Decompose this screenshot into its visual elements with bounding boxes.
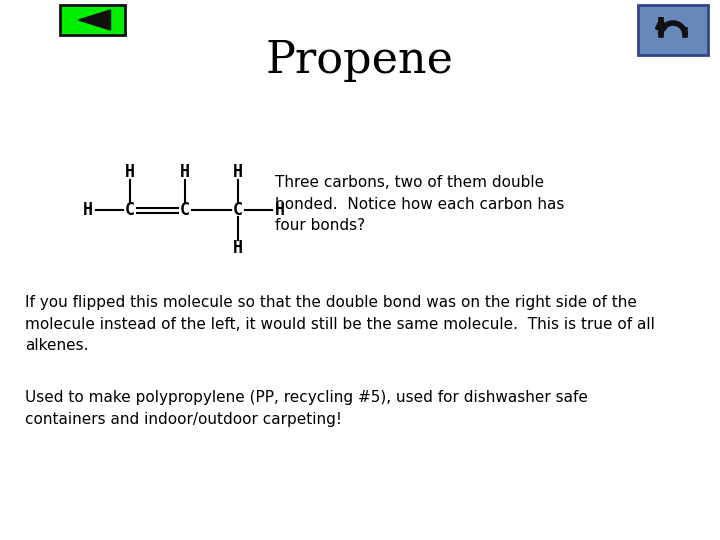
Text: H: H	[180, 163, 190, 181]
Text: Used to make polypropylene (PP, recycling #5), used for dishwasher safe
containe: Used to make polypropylene (PP, recyclin…	[25, 390, 588, 427]
Polygon shape	[78, 10, 110, 30]
Text: H: H	[275, 201, 285, 219]
Text: C: C	[180, 201, 190, 219]
Text: C: C	[125, 201, 135, 219]
Text: Three carbons, two of them double
bonded.  Notice how each carbon has
four bonds: Three carbons, two of them double bonded…	[275, 175, 564, 233]
Text: H: H	[83, 201, 93, 219]
Text: If you flipped this molecule so that the double bond was on the right side of th: If you flipped this molecule so that the…	[25, 295, 655, 353]
Text: H: H	[125, 163, 135, 181]
Text: H: H	[233, 163, 243, 181]
Text: C: C	[233, 201, 243, 219]
Text: H: H	[233, 239, 243, 257]
Text: Propene: Propene	[266, 38, 454, 82]
Bar	[60, 5, 125, 35]
Bar	[638, 5, 708, 55]
